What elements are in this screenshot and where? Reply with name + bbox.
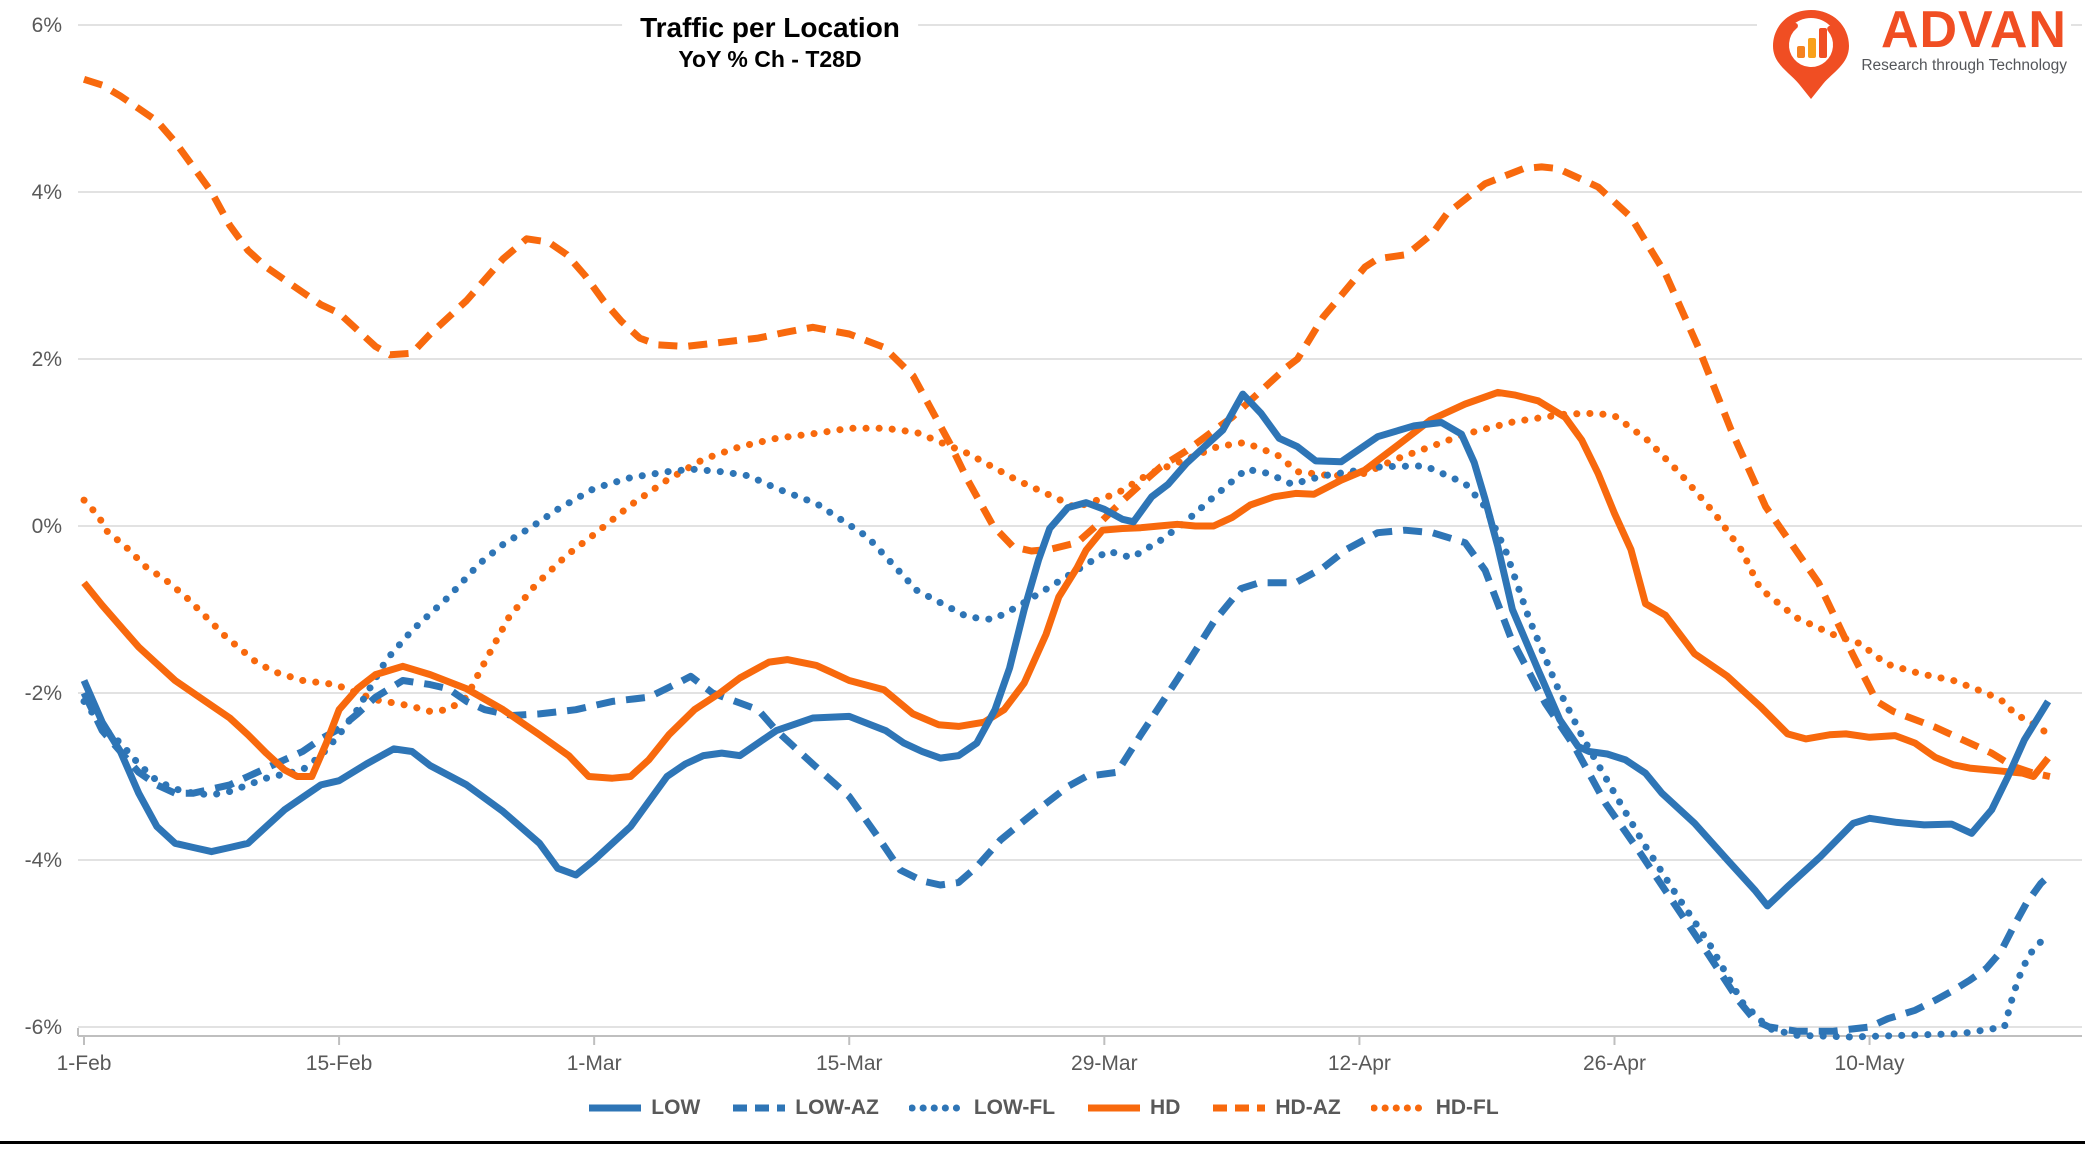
advan-pin-icon xyxy=(1773,10,1850,99)
legend-item-HD-FL: HD-FL xyxy=(1370,1096,1499,1120)
x-axis-tick-label: 29-Mar xyxy=(1071,1052,1138,1075)
legend-marker-solid-orange xyxy=(1088,1104,1141,1112)
legend-item-LOW: LOW xyxy=(586,1096,700,1120)
legend-label: HD-FL xyxy=(1435,1096,1499,1119)
logo-brand: ADVAN xyxy=(1880,1,2067,59)
y-axis-tick-label: 0% xyxy=(32,515,62,538)
legend-label: HD xyxy=(1150,1096,1181,1119)
series-line-LOW-FL xyxy=(80,462,2047,1041)
bottom-border xyxy=(0,1141,2085,1144)
legend-item-LOW-FL: LOW-FL xyxy=(908,1096,1056,1120)
y-axis-tick-label: 2% xyxy=(32,348,62,371)
series-line-LOW xyxy=(80,390,2052,910)
x-axis-tick-label: 26-Apr xyxy=(1583,1052,1646,1075)
legend-marker-dotted-orange xyxy=(1370,1104,1429,1112)
y-axis-tick-label: 4% xyxy=(32,181,62,204)
legend-label: LOW xyxy=(651,1096,701,1119)
legend-item-HD: HD xyxy=(1085,1096,1180,1120)
legend-marker-dashed-orange xyxy=(1213,1104,1266,1112)
x-axis-tick-label: 10-May xyxy=(1835,1052,1906,1075)
advan-logo: ADVAN Research through Technology xyxy=(1757,4,2071,106)
legend-label: HD-AZ xyxy=(1275,1096,1341,1119)
y-axis-tick-label: 6% xyxy=(32,14,62,37)
x-axis-tick-label: 1-Feb xyxy=(57,1052,112,1075)
legend-marker-solid-blue xyxy=(589,1104,642,1112)
x-axis-tick-label: 15-Feb xyxy=(306,1052,373,1075)
legend-marker-dashed-blue xyxy=(733,1104,786,1112)
chart-subtitle: YoY % Ch - T28D xyxy=(678,46,862,72)
chart-title-block: Traffic per Location YoY % Ch - T28D xyxy=(622,10,918,75)
y-axis-tick-label: -2% xyxy=(25,682,62,705)
chart-title: Traffic per Location xyxy=(640,12,900,43)
legend-item-HD-AZ: HD-AZ xyxy=(1210,1096,1341,1120)
y-axis-tick-label: -6% xyxy=(25,1016,62,1039)
logo-tagline: Research through Technology xyxy=(1861,57,2067,75)
series-line-HD-AZ xyxy=(82,75,2051,780)
legend-marker-dotted-blue xyxy=(908,1104,967,1112)
x-axis: 1-Feb 15-Feb 1-Mar 15-Mar 29-Mar 12-Apr 26-Apr… xyxy=(57,1028,2082,1075)
legend-label: LOW-AZ xyxy=(795,1096,879,1119)
series-line-HD-FL xyxy=(80,409,2052,739)
x-axis-tick-label: 15-Mar xyxy=(816,1052,883,1075)
logo-text: ADVAN Research through Technology xyxy=(1861,1,2067,75)
chart-legend: LOW LOW-AZ LOW-FL HD HD-AZ HD-FL xyxy=(0,1096,2085,1120)
x-axis-tick-label: 1-Mar xyxy=(567,1052,622,1075)
series-line-LOW-AZ xyxy=(80,526,2053,1035)
y-axis-tick-label: -4% xyxy=(25,849,62,872)
legend-label: LOW-FL xyxy=(973,1096,1056,1119)
series-line-HD xyxy=(81,388,2051,782)
gridlines: 6% 4% 2% 0% -2% -4% -6% xyxy=(25,14,2082,1039)
legend-item-LOW-AZ: LOW-AZ xyxy=(730,1096,879,1120)
x-axis-tick-label: 12-Apr xyxy=(1328,1052,1391,1075)
